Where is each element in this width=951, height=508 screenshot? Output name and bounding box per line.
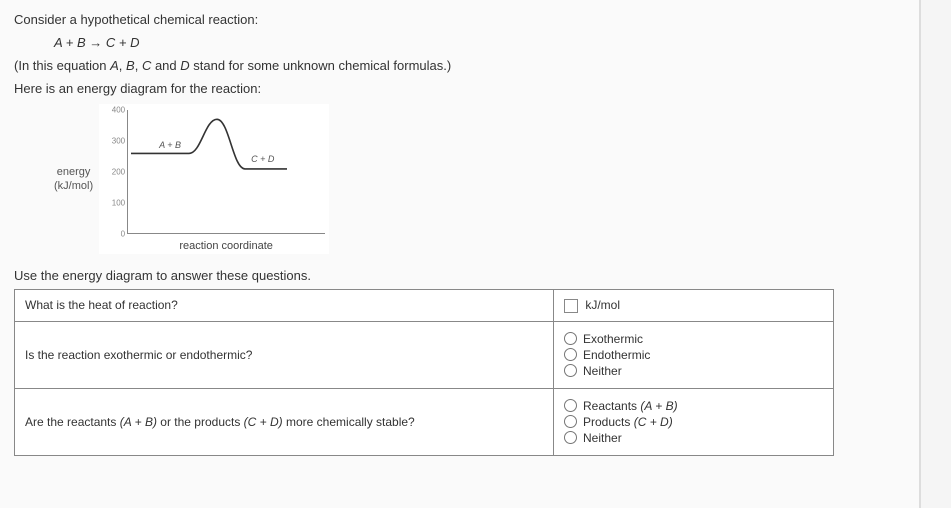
ytick-400: 400	[99, 106, 125, 115]
q2-opt-label: Exothermic	[583, 332, 643, 346]
reactant-label: A + B	[159, 140, 181, 150]
y-axis-label: energy (kJ/mol)	[54, 165, 93, 194]
q1-text: What is the heat of reaction?	[15, 290, 554, 322]
questions-table: What is the heat of reaction? kJ/mol Is …	[14, 289, 834, 456]
intro-line-1: Consider a hypothetical chemical reactio…	[14, 12, 905, 27]
q2-opt-label: Endothermic	[583, 348, 650, 362]
heat-of-reaction-input[interactable]	[564, 299, 578, 313]
energy-curve	[127, 110, 325, 234]
intro-line-2: (In this equation A, B, C and D stand fo…	[14, 58, 905, 73]
radio-exothermic[interactable]	[564, 332, 577, 345]
q3-opt-label: Reactants (A + B)	[583, 399, 678, 413]
q3-answer-cell: Reactants (A + B) Products (C + D) Neith…	[554, 388, 834, 455]
right-sidebar	[920, 0, 951, 508]
q2-opt-label: Neither	[583, 364, 622, 378]
x-axis-label: reaction coordinate	[127, 240, 325, 252]
intro-block: Consider a hypothetical chemical reactio…	[14, 12, 905, 96]
ytick-100: 100	[99, 199, 125, 208]
radio-neither-q2[interactable]	[564, 364, 577, 377]
radio-endothermic[interactable]	[564, 348, 577, 361]
q3-option-neither[interactable]: Neither	[564, 431, 823, 445]
table-row: Is the reaction exothermic or endothermi…	[15, 321, 834, 388]
table-row: What is the heat of reaction? kJ/mol	[15, 290, 834, 322]
radio-neither-q3[interactable]	[564, 431, 577, 444]
ytick-200: 200	[99, 168, 125, 177]
product-label: C + D	[251, 154, 274, 164]
ytick-300: 300	[99, 137, 125, 146]
radio-reactants[interactable]	[564, 399, 577, 412]
q3-opt-label: Products (C + D)	[583, 415, 673, 429]
q2-option-exothermic[interactable]: Exothermic	[564, 332, 823, 346]
intro-line-3: Here is an energy diagram for the reacti…	[14, 81, 905, 96]
chart-area: 400 300 200 100 0 A + B C + D reaction c…	[99, 104, 329, 254]
q3-opt-label: Neither	[583, 431, 622, 445]
energy-diagram: energy (kJ/mol) 400 300 200 100 0 A + B …	[54, 104, 905, 254]
q2-text: Is the reaction exothermic or endothermi…	[15, 321, 554, 388]
q2-option-neither[interactable]: Neither	[564, 364, 823, 378]
q2-option-endothermic[interactable]: Endothermic	[564, 348, 823, 362]
page-container: Consider a hypothetical chemical reactio…	[0, 0, 920, 508]
q3-text: Are the reactants (A + B) or the product…	[15, 388, 554, 455]
q2-answer-cell: Exothermic Endothermic Neither	[554, 321, 834, 388]
y-axis-label-2: (kJ/mol)	[54, 179, 93, 193]
q3-option-products[interactable]: Products (C + D)	[564, 415, 823, 429]
q1-unit: kJ/mol	[585, 298, 620, 312]
q1-answer-cell: kJ/mol	[554, 290, 834, 322]
y-axis-label-1: energy	[54, 165, 93, 179]
q3-option-reactants[interactable]: Reactants (A + B)	[564, 399, 823, 413]
questions-prompt: Use the energy diagram to answer these q…	[14, 268, 905, 283]
radio-products[interactable]	[564, 415, 577, 428]
table-row: Are the reactants (A + B) or the product…	[15, 388, 834, 455]
ytick-0: 0	[99, 230, 125, 239]
reaction-equation: A + B → C + D	[14, 35, 905, 50]
